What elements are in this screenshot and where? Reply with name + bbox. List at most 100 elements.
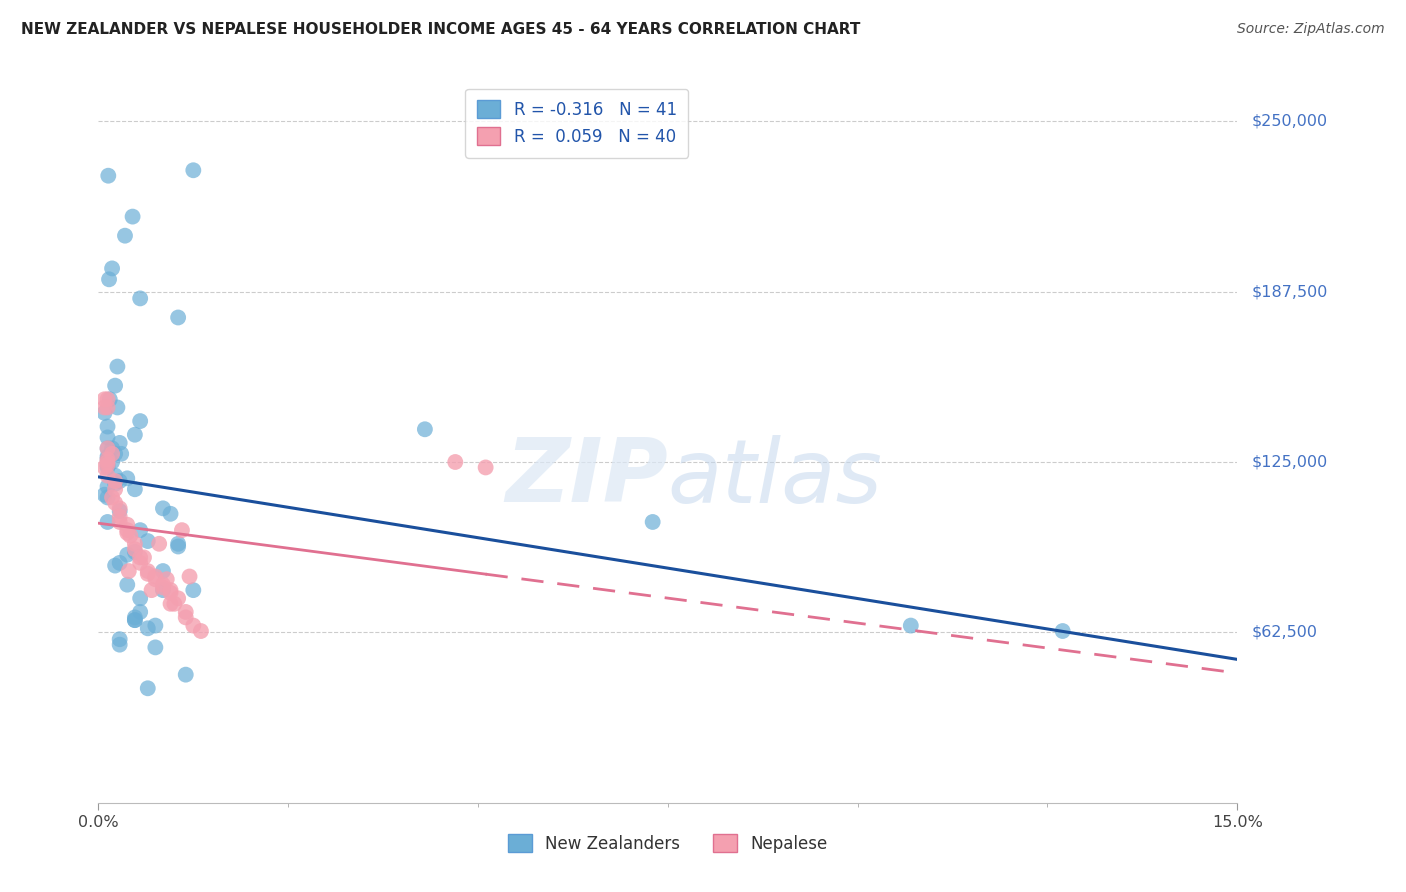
- Point: [96, 479, 118, 493]
- Point: [124, 427, 146, 442]
- Point: [136, 534, 159, 549]
- Text: $187,500: $187,500: [1251, 284, 1327, 299]
- Point: [183, 618, 205, 632]
- Point: [101, 491, 124, 505]
- Point: [104, 474, 127, 488]
- Point: [129, 605, 152, 619]
- Text: $62,500: $62,500: [1251, 625, 1317, 640]
- Point: [97, 169, 120, 183]
- Point: [136, 621, 159, 635]
- Point: [121, 210, 143, 224]
- Point: [444, 455, 467, 469]
- Point: [129, 292, 152, 306]
- Point: [124, 610, 146, 624]
- Point: [179, 569, 201, 583]
- Point: [124, 537, 146, 551]
- Point: [96, 460, 118, 475]
- Text: Source: ZipAtlas.com: Source: ZipAtlas.com: [1237, 22, 1385, 37]
- Point: [96, 442, 118, 456]
- Point: [136, 681, 159, 696]
- Text: ZIP: ZIP: [505, 434, 668, 521]
- Point: [96, 455, 118, 469]
- Point: [101, 447, 124, 461]
- Point: [159, 583, 181, 598]
- Point: [96, 419, 118, 434]
- Point: [124, 545, 146, 559]
- Point: [159, 586, 181, 600]
- Point: [1052, 624, 1074, 638]
- Point: [96, 430, 118, 444]
- Point: [96, 468, 118, 483]
- Point: [141, 583, 163, 598]
- Point: [136, 564, 159, 578]
- Point: [114, 228, 136, 243]
- Point: [174, 667, 197, 681]
- Point: [107, 359, 129, 374]
- Point: [96, 452, 118, 467]
- Point: [129, 550, 152, 565]
- Point: [96, 450, 118, 464]
- Point: [145, 618, 167, 632]
- Point: [96, 401, 118, 415]
- Point: [98, 392, 121, 407]
- Point: [641, 515, 664, 529]
- Point: [120, 528, 142, 542]
- Point: [98, 272, 121, 286]
- Point: [104, 468, 127, 483]
- Point: [108, 474, 131, 488]
- Point: [117, 548, 139, 562]
- Point: [93, 406, 115, 420]
- Point: [104, 447, 127, 461]
- Point: [101, 442, 124, 456]
- Text: $125,000: $125,000: [1251, 455, 1327, 469]
- Point: [190, 624, 212, 638]
- Point: [174, 605, 197, 619]
- Point: [132, 550, 155, 565]
- Point: [108, 638, 131, 652]
- Point: [96, 458, 118, 472]
- Text: atlas: atlas: [668, 434, 883, 521]
- Point: [101, 261, 124, 276]
- Point: [152, 501, 174, 516]
- Point: [96, 515, 118, 529]
- Point: [163, 597, 186, 611]
- Point: [93, 392, 115, 407]
- Point: [474, 460, 496, 475]
- Point: [152, 581, 174, 595]
- Point: [167, 310, 190, 325]
- Point: [108, 556, 131, 570]
- Point: [183, 163, 205, 178]
- Point: [117, 577, 139, 591]
- Point: [96, 452, 118, 467]
- Text: $250,000: $250,000: [1251, 113, 1327, 128]
- Point: [900, 618, 922, 632]
- Point: [93, 460, 115, 475]
- Point: [108, 504, 131, 518]
- Point: [152, 564, 174, 578]
- Point: [152, 577, 174, 591]
- Point: [183, 583, 205, 598]
- Point: [117, 471, 139, 485]
- Text: NEW ZEALANDER VS NEPALESE HOUSEHOLDER INCOME AGES 45 - 64 YEARS CORRELATION CHAR: NEW ZEALANDER VS NEPALESE HOUSEHOLDER IN…: [21, 22, 860, 37]
- Point: [117, 523, 139, 537]
- Point: [96, 458, 118, 472]
- Point: [124, 542, 146, 557]
- Point: [129, 523, 152, 537]
- Point: [159, 507, 181, 521]
- Point: [129, 556, 152, 570]
- Point: [110, 447, 132, 461]
- Point: [413, 422, 436, 436]
- Point: [108, 501, 131, 516]
- Point: [104, 496, 127, 510]
- Point: [107, 401, 129, 415]
- Point: [96, 392, 118, 407]
- Point: [117, 525, 139, 540]
- Point: [167, 591, 190, 606]
- Point: [96, 442, 118, 456]
- Point: [108, 515, 131, 529]
- Point: [156, 572, 179, 586]
- Point: [108, 509, 131, 524]
- Point: [152, 583, 174, 598]
- Point: [167, 537, 190, 551]
- Point: [174, 610, 197, 624]
